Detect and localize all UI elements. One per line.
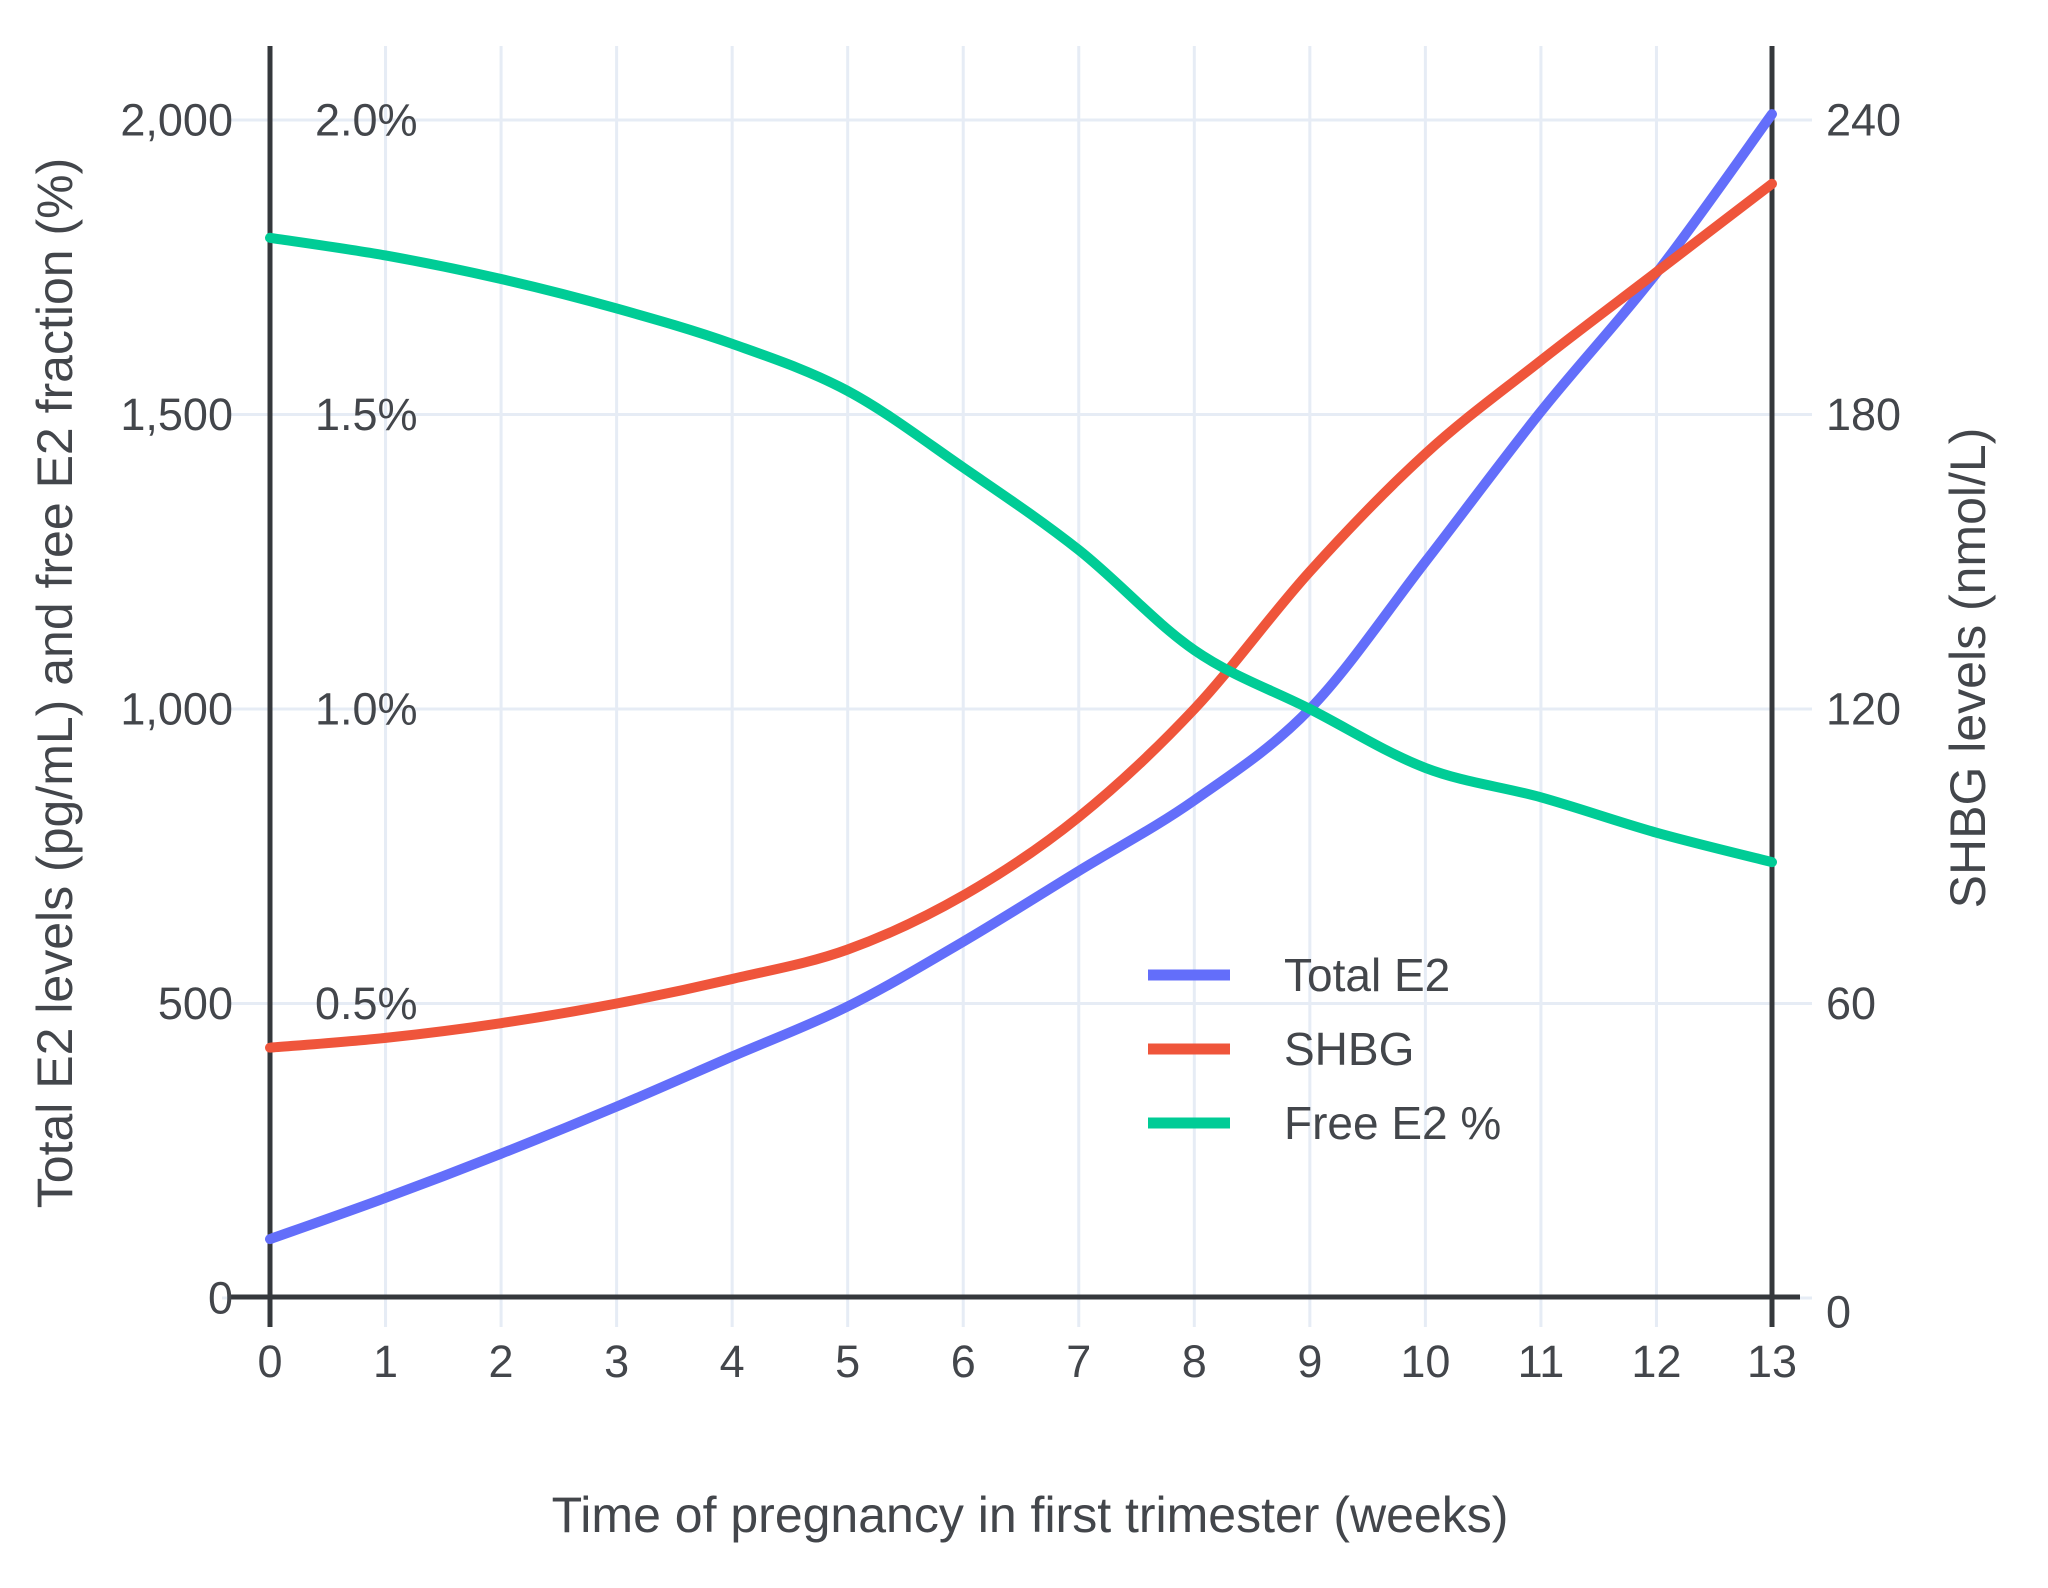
gridlines: [222, 46, 1812, 1327]
y-tick-left: 1,500: [120, 389, 233, 440]
x-axis-title: Time of pregnancy in first trimester (we…: [552, 1487, 1509, 1543]
x-tick: 12: [1631, 1336, 1681, 1387]
y-tick-percent: 2.0%: [315, 95, 418, 146]
series-line-total-e2: [265, 109, 1777, 1245]
y-tick-right: 60: [1826, 978, 1876, 1029]
x-tick: 2: [489, 1336, 514, 1387]
legend-item: SHBG: [1148, 1023, 1414, 1075]
x-tick: 8: [1182, 1336, 1207, 1387]
x-tick: 6: [951, 1336, 976, 1387]
x-tick: 1: [373, 1336, 398, 1387]
x-tick: 10: [1400, 1336, 1450, 1387]
series-line-free-e2-: [265, 232, 1777, 868]
series-line-shbg: [265, 178, 1777, 1053]
x-tick: 7: [1066, 1336, 1091, 1387]
y-tick-left: 0: [208, 1273, 233, 1324]
y-tick-right: 120: [1826, 684, 1901, 735]
x-tick: 11: [1518, 1336, 1565, 1387]
y-axis-title-right: SHBG levels (nmol/L): [1940, 428, 1996, 909]
y-tick-left: 1,000: [120, 684, 233, 735]
y-tick-left: 2,000: [120, 95, 233, 146]
y-tick-right: 240: [1826, 95, 1901, 146]
legend-item: Total E2: [1148, 949, 1450, 1001]
x-tick: 0: [257, 1336, 282, 1387]
axis-lines: [228, 46, 1800, 1327]
y-tick-right: 180: [1826, 389, 1901, 440]
data-series: [265, 109, 1777, 1245]
tick-labels: 05001,0001,5002,0000.5%1.0%1.5%2.0%06012…: [120, 95, 1901, 1388]
legend: Total E2 SHBG Free E2 %: [1148, 949, 1501, 1149]
x-tick: 4: [720, 1336, 745, 1387]
x-tick: 13: [1747, 1336, 1797, 1387]
y-tick-right: 0: [1826, 1287, 1851, 1338]
y-tick-percent: 1.5%: [315, 389, 418, 440]
legend-item: Free E2 %: [1148, 1097, 1501, 1149]
legend-label: Free E2 %: [1284, 1097, 1501, 1149]
x-tick: 9: [1297, 1336, 1322, 1387]
legend-label: Total E2: [1284, 949, 1450, 1001]
y-axis-title-left: Total E2 levels (pg/mL) and free E2 frac…: [27, 158, 83, 1208]
y-tick-percent: 1.0%: [315, 684, 418, 735]
y-tick-percent: 0.5%: [315, 978, 418, 1029]
x-tick: 5: [835, 1336, 860, 1387]
legend-label: SHBG: [1284, 1023, 1414, 1075]
y-tick-left: 500: [158, 978, 233, 1029]
x-tick: 3: [604, 1336, 629, 1387]
